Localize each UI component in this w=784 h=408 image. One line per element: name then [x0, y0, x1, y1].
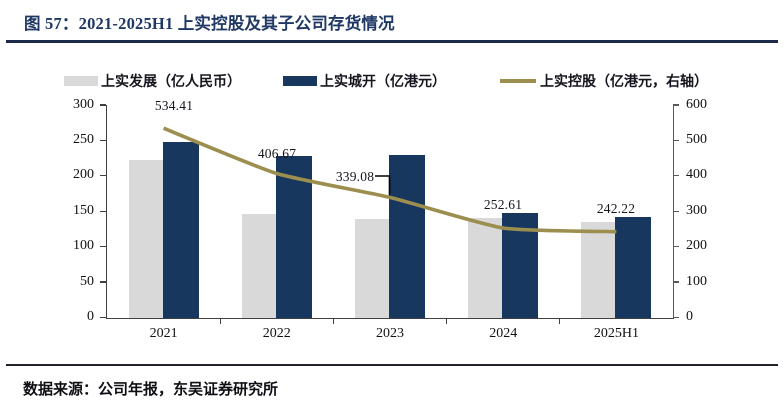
data-label-2025H1: 242.22: [596, 201, 636, 216]
y-axis-left-tick: [100, 175, 106, 177]
bar-shishi-fazhan-2022: [241, 214, 276, 318]
bar-shishi-fazhan-2021: [128, 160, 163, 318]
data-label-2023: 339.08: [335, 169, 375, 184]
title-divider: [6, 40, 778, 43]
y-axis-right-tick: [673, 104, 679, 106]
legend-label: 上实城开（亿港元）: [320, 75, 446, 90]
y-axis-right-tick-label: 200: [686, 238, 707, 254]
y-axis-right-tick: [673, 281, 679, 283]
data-label-2022: 406.67: [257, 146, 297, 161]
bar-shishi-fazhan-2025H1: [581, 221, 616, 318]
trend-line: [162, 126, 617, 234]
bar-shishi-fazhan-2023: [355, 219, 389, 318]
y-axis-right: [672, 105, 674, 319]
x-axis: [105, 317, 674, 320]
bar-shishi-fazhan-2024: [468, 218, 503, 318]
y-axis-left-tick-label: 150: [73, 202, 94, 218]
y-axis-right-tick: [673, 246, 679, 248]
legend-swatch-line: [500, 79, 536, 83]
legend-item-shishi-chengkai: 上实城开（亿港元）: [283, 73, 446, 90]
legend-label: 上实控股（亿港元，右轴）: [540, 75, 708, 90]
x-axis-tick: [219, 319, 221, 324]
legend-swatch-navy-bar: [283, 76, 317, 86]
x-axis-label: 2021: [149, 326, 178, 341]
data-label-callout: [375, 175, 391, 196]
y-axis-right-tick: [673, 210, 679, 212]
legend-item-shishi-fazhan: 上实发展（亿人民币）: [64, 73, 241, 90]
trend-line-layer: [162, 126, 617, 234]
y-axis-left-tick: [100, 139, 106, 141]
bar-shishi-chengkai-2023: [389, 155, 425, 318]
y-axis-right-tick-label: 400: [686, 167, 707, 183]
y-axis-right-tick-label: 500: [686, 131, 707, 147]
x-axis-tick: [559, 319, 561, 324]
chart-plot: 534.41 406.67 339.08 252.61 242.22: [107, 98, 673, 318]
legend-swatch-gray-bar: [64, 76, 98, 86]
y-axis-left: [105, 105, 107, 319]
y-axis-left-tick-label: 50: [80, 273, 94, 289]
y-axis-right-tick: [673, 316, 679, 319]
y-axis-right-tick: [673, 175, 679, 177]
y-axis-left-tick-label: 200: [73, 167, 94, 183]
y-axis-right-tick-label: 600: [686, 96, 707, 112]
data-label-2021: 534.41: [154, 98, 194, 113]
x-axis-label: 2025H1: [593, 326, 639, 341]
x-axis-label: 2023: [376, 326, 404, 341]
x-axis-tick: [332, 319, 334, 324]
y-axis-right-tick-label: 100: [686, 273, 707, 289]
y-axis-left-tick: [100, 281, 106, 283]
y-axis-left-tick-label: 100: [73, 238, 94, 254]
figure-title: 图 57：2021-2025H1 上实控股及其子公司存货情况: [24, 14, 395, 33]
x-axis-tick: [446, 319, 448, 324]
legend-label: 上实发展（亿人民币）: [101, 75, 241, 90]
source-text: 数据来源：公司年报，东吴证券研究所: [23, 382, 279, 398]
bar-shishi-chengkai-2025H1: [615, 216, 652, 318]
x-axis-label: 2022: [262, 326, 291, 341]
y-axis-right-tick: [673, 139, 679, 141]
y-axis-left-tick-label: 0: [87, 309, 94, 324]
y-axis-left-tick: [100, 104, 106, 106]
y-axis-left-tick-label: 250: [73, 131, 94, 147]
y-axis-left-tick: [100, 210, 106, 212]
x-axis-label: 2024: [489, 326, 518, 341]
data-label-2024: 252.61: [483, 197, 523, 212]
y-axis-left-tick-label: 300: [73, 96, 94, 112]
bar-shishi-chengkai-2022: [275, 156, 312, 318]
legend-item-shishi-konggu: 上实控股（亿港元，右轴）: [500, 73, 708, 90]
source-divider: [6, 364, 778, 366]
y-axis-right-tick-label: 0: [686, 309, 693, 324]
y-axis-left-tick: [100, 246, 106, 248]
bar-shishi-chengkai-2021: [162, 141, 199, 318]
y-axis-left-tick: [100, 316, 106, 319]
y-axis-right-tick-label: 300: [686, 202, 707, 218]
